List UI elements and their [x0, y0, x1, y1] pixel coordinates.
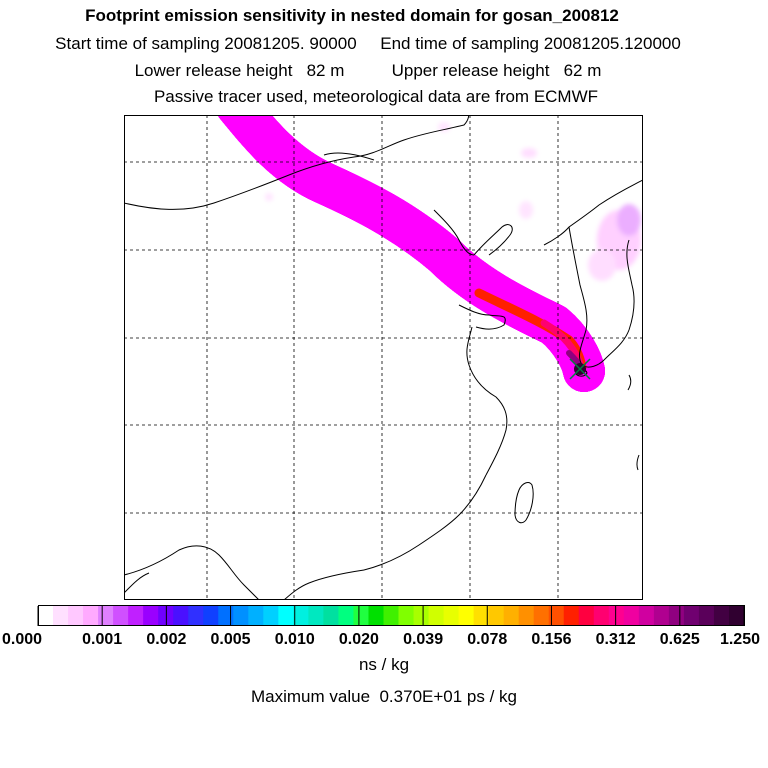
- mongolia-border: [124, 115, 470, 210]
- colorbar-cell: [38, 606, 54, 626]
- colorbar-cell: [578, 606, 595, 626]
- colorbar-cell: [53, 606, 69, 626]
- colorbar-tick-label: 0.020: [339, 631, 379, 648]
- colorbar-cell: [233, 606, 249, 626]
- colorbar-cell: [68, 606, 84, 626]
- coast-korea-east: [626, 239, 635, 331]
- colorbar-cell: [218, 606, 234, 626]
- border-southwest: [124, 545, 260, 600]
- colorbar-cell: [668, 606, 685, 626]
- colorbar-cell: [413, 606, 430, 626]
- colorbar-cell: [278, 606, 294, 626]
- colorbar-cell: [608, 606, 625, 626]
- colorbar-cell: [443, 606, 460, 626]
- coastlines: [124, 115, 643, 600]
- release-height-line: Lower release height 82 m Upper release …: [134, 61, 602, 80]
- latlon-grid: [124, 115, 643, 600]
- colorbar: 0.000 0.001 0.002 0.005 0.010 0.020 0.039 0.078…: [2, 605, 760, 648]
- coast-south-china: [283, 569, 365, 600]
- colorbar-cell: [548, 606, 565, 626]
- taiwan-coast: [514, 482, 534, 524]
- colorbar-tick-label: 0.312: [596, 631, 636, 648]
- colorbar-cells: [38, 606, 745, 626]
- colorbar-cell: [683, 606, 700, 626]
- colorbar-cell: [113, 606, 129, 626]
- coast-korea-west: [568, 226, 630, 368]
- colorbar-cell: [293, 606, 309, 626]
- colorbar-cell: [383, 606, 400, 626]
- colorbar-cell: [488, 606, 505, 626]
- coast-liaodong: [473, 224, 513, 256]
- map-title: Footprint emission sensitivity in nested…: [85, 6, 619, 25]
- maximum-value-label: Maximum value 0.370E+01 ps / kg: [251, 687, 517, 706]
- colorbar-tick-label: 0.001: [82, 631, 122, 648]
- colorbar-cell: [83, 606, 99, 626]
- colorbar-cell: [593, 606, 610, 626]
- colorbar-tick-label: 1.250: [720, 631, 760, 648]
- colorbar-cell: [398, 606, 415, 626]
- colorbar-cell: [338, 606, 355, 626]
- footprint-map: [124, 115, 643, 600]
- border-segment: [323, 152, 375, 161]
- colorbar-cell: [518, 606, 535, 626]
- colorbar-tick-label: 0.000: [2, 631, 42, 648]
- colorbar-cell: [698, 606, 715, 626]
- colorbar-tick-label: 0.156: [531, 631, 571, 648]
- colorbar-cell: [128, 606, 144, 626]
- sampling-time-line: Start time of sampling 20081205. 90000 E…: [55, 34, 681, 53]
- colorbar-cell: [188, 606, 204, 626]
- colorbar-tick-label: 0.002: [146, 631, 186, 648]
- colorbar-cell: [263, 606, 279, 626]
- kyushu-coast: [627, 374, 632, 391]
- colorbar-tick-label: 0.005: [211, 631, 251, 648]
- colorbar-cell: [428, 606, 445, 626]
- colorbar-cell: [458, 606, 475, 626]
- colorbar-cell: [563, 606, 580, 626]
- colorbar-cell: [248, 606, 264, 626]
- colorbar-cell: [638, 606, 655, 626]
- map-frame: [124, 115, 643, 600]
- colorbar-cell: [323, 606, 340, 626]
- colorbar-tick-label: 0.039: [403, 631, 443, 648]
- colorbar-tick-label: 0.078: [467, 631, 507, 648]
- colorbar-cell: [503, 606, 520, 626]
- colorbar-cell: [623, 606, 640, 626]
- colorbar-cell: [368, 606, 385, 626]
- colorbar-cell: [173, 606, 189, 626]
- coast-jiangsu-zhejiang: [466, 326, 508, 476]
- colorbar-tick-label: 0.625: [660, 631, 700, 648]
- colorbar-cell: [308, 606, 324, 626]
- colorbar-cell: [653, 606, 670, 626]
- colorbar-cell: [98, 606, 114, 626]
- colorbar-cell: [353, 606, 370, 626]
- low-sensitivity-patches: [265, 122, 641, 281]
- colorbar-cell: [473, 606, 490, 626]
- colorbar-cell: [203, 606, 219, 626]
- colorbar-ticks: [37, 606, 745, 626]
- colorbar-cell: [728, 606, 745, 626]
- colorbar-cell: [713, 606, 730, 626]
- colorbar-cell: [143, 606, 159, 626]
- colorbar-tick-label: 0.010: [275, 631, 315, 648]
- receptor-cross-icon: [569, 358, 591, 380]
- colorbar-tick-labels: 0.000 0.001 0.002 0.005 0.010 0.020 0.039 0.078…: [2, 631, 760, 648]
- border-segment-west: [124, 572, 150, 594]
- tracer-info-line: Passive tracer used, meteorological data…: [153, 87, 599, 106]
- coast-fujian-guangdong: [363, 474, 487, 571]
- ryukyu-coast: [636, 454, 640, 471]
- colorbar-units: ns / kg: [358, 655, 410, 674]
- coast-shandong: [458, 304, 506, 330]
- colorbar-cell: [533, 606, 550, 626]
